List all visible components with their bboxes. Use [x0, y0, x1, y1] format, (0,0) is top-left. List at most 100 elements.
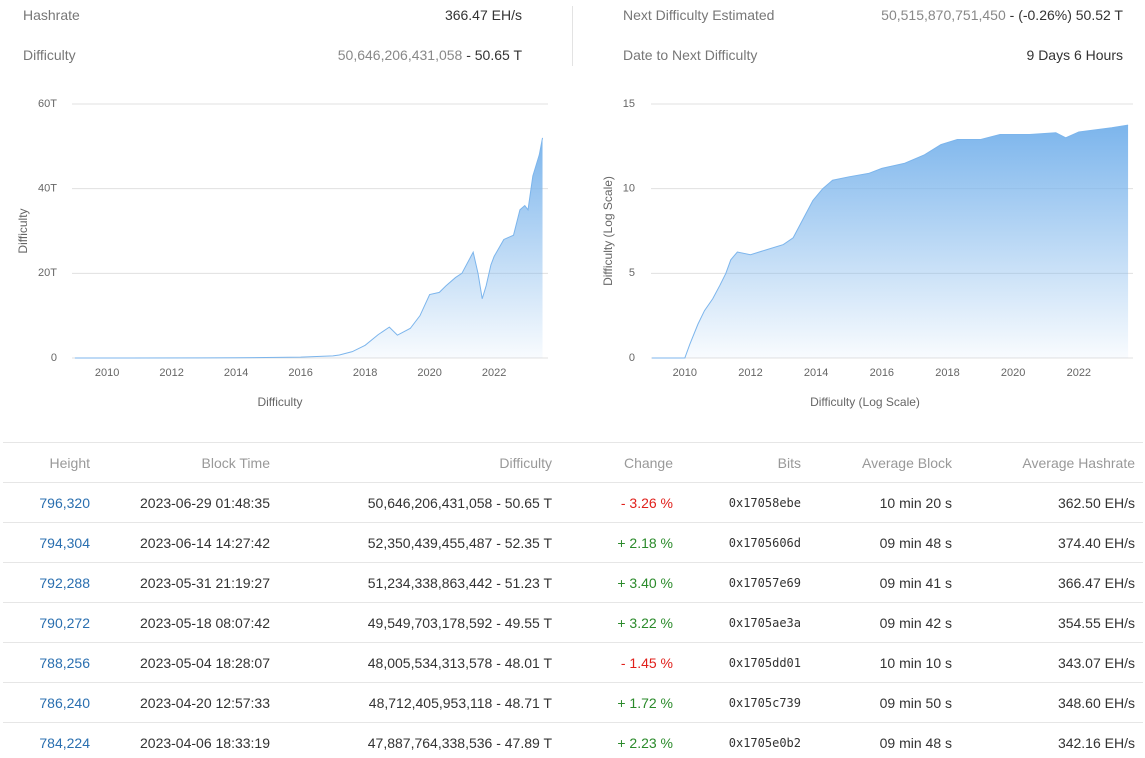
column-header: Average Hashrate [952, 442, 1143, 483]
table-cell: 50,646,206,431,058 - 50.65 T [270, 482, 552, 523]
x-tick-label: 2010 [673, 367, 697, 379]
table-cell: - 3.26 % [552, 482, 673, 523]
table-cell: 348.60 EH/s [952, 682, 1143, 723]
column-header: Average Block [801, 442, 952, 483]
charts: 0 20T 40T 60T 2010 2012 2014 2016 2018 2020 2022 Di… [16, 98, 1133, 409]
table-row: 796,320 2023-06-29 01:48:35 50,646,206,431… [3, 482, 1143, 523]
stat-suffix: - (-0.26%) 50.52 T [1009, 7, 1123, 23]
area-line [74, 137, 544, 359]
stat-label: Next Difficulty Estimated [623, 7, 775, 23]
x-axis-title: Difficulty (Log Scale) [810, 395, 920, 409]
x-tick-label: 2010 [95, 367, 119, 379]
table-cell: 0x17058ebe [673, 482, 801, 523]
table-cell: + 3.22 % [552, 602, 673, 643]
area-line [651, 124, 1129, 359]
table-cell: 48,005,534,313,578 - 48.01 T [270, 642, 552, 683]
table-row: 792,288 2023-05-31 21:19:27 51,234,338,863… [3, 562, 1143, 603]
table-cell: 362.50 EH/s [952, 482, 1143, 523]
table-row: 794,304 2023-06-14 14:27:42 52,350,439,455… [3, 522, 1143, 563]
table-cell: 0x1705e0b2 [673, 722, 801, 758]
table-cell: 374.40 EH/s [952, 522, 1143, 563]
table-cell: 09 min 42 s [801, 602, 952, 643]
height-link[interactable]: 788,256 [3, 642, 90, 683]
x-tick-label: 2020 [417, 367, 441, 379]
table-cell: 2023-06-14 14:27:42 [90, 522, 270, 563]
x-axis-title: Difficulty [257, 395, 302, 409]
table-cell: 0x1705c739 [673, 682, 801, 723]
stat-suffix: - 50.65 T [466, 47, 522, 63]
y-tick-label: 60T [38, 98, 57, 110]
y-axis-title: Difficulty [16, 208, 30, 253]
table-row: 790,272 2023-05-18 08:07:42 49,549,703,178… [3, 602, 1143, 643]
height-link[interactable]: 784,224 [3, 722, 90, 758]
stat-value: 366.47 EH/s [444, 7, 522, 23]
y-tick-label: 0 [629, 352, 635, 364]
stat-value: 9 Days 6 Hours [1026, 47, 1123, 63]
x-tick-label: 2012 [738, 367, 762, 379]
table-row: 788,256 2023-05-04 18:28:07 48,005,534,313… [3, 642, 1143, 683]
stat-value: 50,515,870,751,450 [881, 7, 1006, 23]
table-cell: 47,887,764,338,536 - 47.89 T [270, 722, 552, 758]
table-cell: 09 min 48 s [801, 722, 952, 758]
difficulty-table: Height Block Time Difficulty Change Bits Aver… [3, 442, 1143, 758]
y-tick-label: 15 [623, 98, 635, 110]
y-tick-label: 10 [623, 183, 635, 195]
table-cell: 10 min 20 s [801, 482, 952, 523]
x-tick-label: 2014 [224, 367, 248, 379]
table-cell: 354.55 EH/s [952, 602, 1143, 643]
x-tick-label: 2022 [1067, 367, 1091, 379]
table-cell: 2023-05-18 08:07:42 [90, 602, 270, 643]
stat-value: 50,646,206,431,058 - 50.65 T [338, 47, 522, 63]
height-link[interactable]: 794,304 [3, 522, 90, 563]
column-header: Bits [673, 442, 801, 483]
table-cell: 09 min 50 s [801, 682, 952, 723]
table-cell: 2023-05-04 18:28:07 [90, 642, 270, 683]
table-cell: 09 min 48 s [801, 522, 952, 563]
table-cell: + 1.72 % [552, 682, 673, 723]
table-cell: 343.07 EH/s [952, 642, 1143, 683]
area-fill [651, 125, 1129, 359]
area-fill [74, 137, 543, 358]
table-cell: 2023-04-06 18:33:19 [90, 722, 270, 758]
table-cell: - 1.45 % [552, 642, 673, 683]
table-cell: 0x1705dd01 [673, 642, 801, 683]
table-cell: 0x1705ae3a [673, 602, 801, 643]
x-tick-label: 2018 [353, 367, 377, 379]
table-cell: + 3.40 % [552, 562, 673, 603]
column-header: Block Time [90, 442, 270, 483]
y-axis-title: Difficulty (Log Scale) [601, 176, 615, 286]
column-header: Change [552, 442, 673, 483]
table-row: 786,240 2023-04-20 12:57:33 48,712,405,953… [3, 682, 1143, 723]
column-header: Difficulty [270, 442, 552, 483]
x-tick-label: 2020 [1001, 367, 1025, 379]
table-cell: 09 min 41 s [801, 562, 952, 603]
table-cell: 0x1705606d [673, 522, 801, 563]
table-cell: 10 min 10 s [801, 642, 952, 683]
stat-value: 50,646,206,431,058 [337, 47, 463, 63]
table-cell: 2023-04-20 12:57:33 [90, 682, 270, 723]
table-row: 784,224 2023-04-06 18:33:19 47,887,764,338… [3, 722, 1143, 758]
stat-label: Difficulty [23, 47, 76, 63]
table-cell: 49,549,703,178,592 - 49.55 T [270, 602, 552, 643]
x-tick-label: 2012 [159, 367, 183, 379]
stat-value: 50,515,870,751,450 - (-0.26%) 50.52 T [881, 7, 1123, 23]
x-tick-label: 2016 [288, 367, 312, 379]
table-cell: 52,350,439,455,487 - 52.35 T [270, 522, 552, 563]
height-link[interactable]: 786,240 [3, 682, 90, 723]
table-cell: 366.47 EH/s [952, 562, 1143, 603]
height-link[interactable]: 796,320 [3, 482, 90, 523]
table-cell: 0x17057e69 [673, 562, 801, 603]
height-link[interactable]: 792,288 [3, 562, 90, 603]
table-cell: 48,712,405,953,118 - 48.71 T [270, 682, 552, 723]
height-link[interactable]: 790,272 [3, 602, 90, 643]
table-cell: + 2.18 % [552, 522, 673, 563]
x-tick-label: 2016 [870, 367, 894, 379]
table-cell: 2023-05-31 21:19:27 [90, 562, 270, 603]
y-tick-label: 5 [629, 267, 635, 279]
y-tick-label: 40T [38, 183, 57, 195]
x-tick-label: 2022 [482, 367, 506, 379]
table-cell: + 2.23 % [552, 722, 673, 758]
stat-label: Date to Next Difficulty [623, 47, 758, 63]
table-cell: 2023-06-29 01:48:35 [90, 482, 270, 523]
